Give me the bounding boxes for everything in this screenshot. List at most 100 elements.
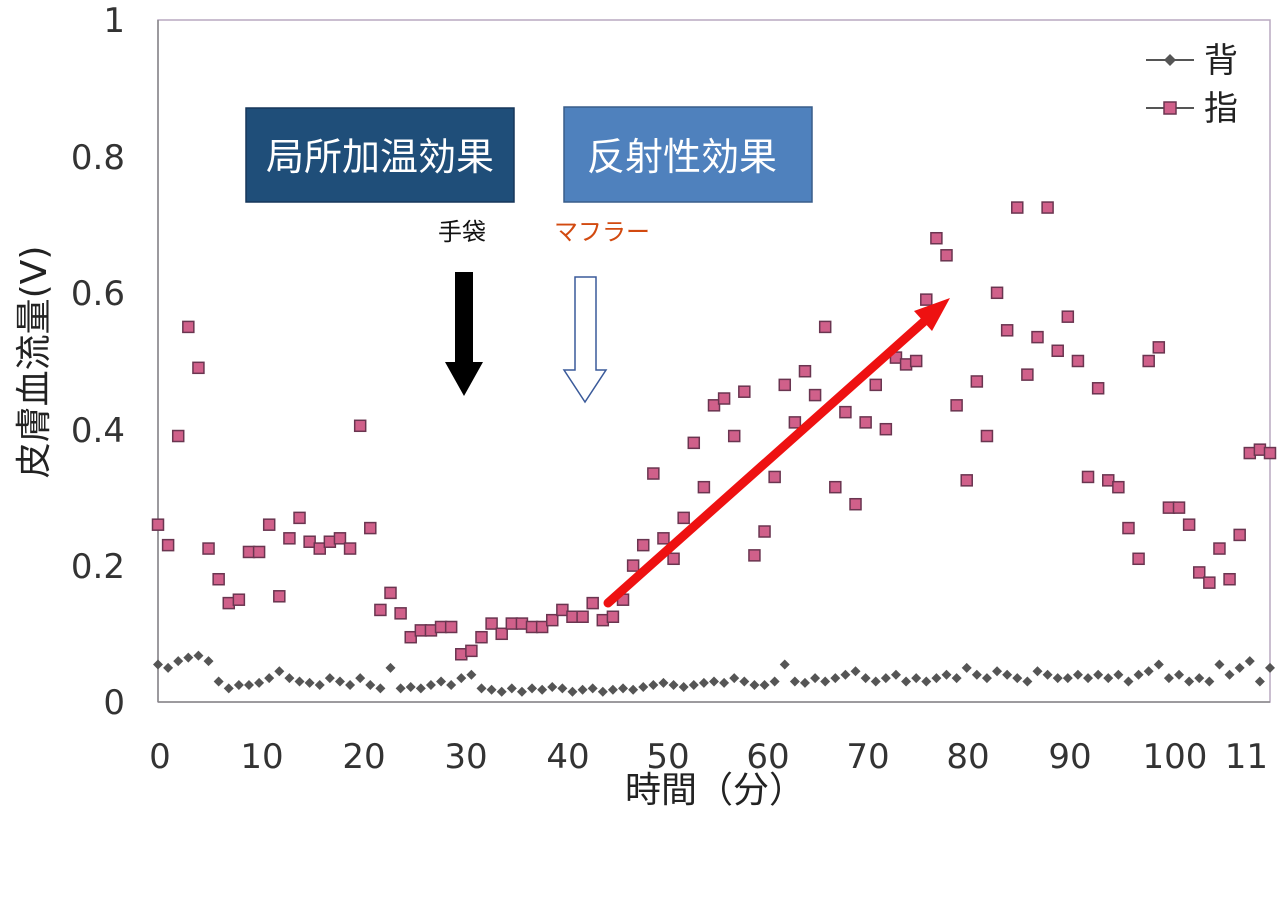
data-point-finger bbox=[283, 532, 296, 545]
y-tick-label: 1 bbox=[103, 1, 125, 41]
data-point-back bbox=[153, 659, 163, 670]
data-point-back bbox=[254, 677, 265, 688]
data-point-finger bbox=[505, 617, 519, 630]
data-point-back bbox=[163, 662, 174, 673]
data-point-finger bbox=[667, 552, 680, 566]
data-point-back bbox=[709, 676, 719, 687]
data-point-finger bbox=[1132, 552, 1145, 566]
data-point-back bbox=[537, 684, 548, 695]
data-point-finger bbox=[677, 511, 690, 525]
x-tick-label: 40 bbox=[546, 737, 589, 777]
data-point-finger bbox=[151, 518, 165, 531]
x-tick-label: 60 bbox=[746, 737, 789, 777]
y-tick-label: 0.8 bbox=[71, 138, 125, 178]
data-point-finger bbox=[1172, 501, 1186, 514]
data-point-back bbox=[193, 650, 204, 661]
data-point-back bbox=[840, 669, 851, 680]
data-point-finger bbox=[1233, 528, 1246, 542]
data-point-finger bbox=[455, 648, 468, 661]
data-point-finger bbox=[212, 572, 225, 586]
data-point-finger bbox=[1223, 572, 1236, 586]
data-point-back bbox=[880, 673, 891, 684]
data-point-finger bbox=[849, 497, 862, 511]
data-point-back bbox=[931, 673, 942, 684]
annotation-muffler: マフラー bbox=[554, 218, 650, 246]
annotation-text-reflex: 反射性効果 bbox=[587, 135, 777, 179]
x-tick-label: 100 bbox=[1143, 737, 1208, 777]
data-point-back bbox=[860, 673, 871, 684]
data-point-back bbox=[638, 681, 649, 692]
data-point-back bbox=[729, 673, 740, 684]
data-point-back bbox=[1012, 673, 1023, 684]
x-tick-label: 90 bbox=[1048, 737, 1091, 777]
data-point-back bbox=[294, 676, 305, 687]
data-point-back bbox=[1184, 676, 1195, 687]
data-point-finger bbox=[899, 358, 913, 371]
data-point-back bbox=[820, 676, 831, 687]
data-point-finger bbox=[1071, 354, 1085, 368]
data-point-back bbox=[759, 679, 770, 690]
data-point-finger bbox=[697, 480, 711, 494]
data-point-back bbox=[203, 656, 214, 667]
muffler-down-arrow bbox=[562, 276, 608, 404]
data-point-finger bbox=[1081, 470, 1095, 484]
data-point-finger bbox=[515, 617, 529, 630]
data-point-finger bbox=[930, 231, 943, 245]
data-point-back bbox=[365, 679, 376, 690]
data-point-finger bbox=[1253, 443, 1267, 456]
data-point-back bbox=[992, 666, 1003, 677]
data-point-finger bbox=[980, 429, 994, 443]
data-point-back bbox=[516, 686, 527, 697]
data-point-finger bbox=[475, 630, 488, 644]
data-point-back bbox=[1194, 673, 1205, 684]
data-point-finger bbox=[323, 535, 337, 548]
data-point-back bbox=[1254, 676, 1265, 687]
data-point-back bbox=[243, 679, 254, 690]
annotation-box-reflex bbox=[563, 106, 813, 203]
data-point-finger bbox=[444, 620, 458, 634]
data-point-back bbox=[1174, 669, 1185, 680]
data-point-finger bbox=[293, 511, 306, 525]
data-point-finger bbox=[566, 610, 579, 623]
data-point-finger bbox=[1263, 446, 1277, 460]
data-point-back bbox=[890, 669, 901, 680]
data-point-finger bbox=[717, 392, 731, 405]
data-point-back bbox=[1163, 673, 1174, 684]
data-point-back bbox=[719, 677, 730, 688]
annotation-local-heating: 局所加温効果 bbox=[245, 107, 515, 203]
red-trend-arrow-head bbox=[914, 298, 950, 331]
data-point-finger bbox=[202, 542, 215, 555]
x-tick-label: 20 bbox=[342, 737, 385, 777]
x-tick-label: 70 bbox=[846, 737, 889, 777]
data-point-finger bbox=[778, 378, 792, 392]
data-point-back bbox=[901, 676, 912, 687]
data-point-finger bbox=[1203, 576, 1216, 589]
data-point-finger bbox=[647, 467, 660, 480]
data-point-finger bbox=[414, 624, 428, 637]
data-point-back bbox=[739, 676, 750, 687]
data-point-finger bbox=[1182, 518, 1196, 531]
data-point-back bbox=[769, 676, 780, 687]
data-point-finger bbox=[707, 399, 721, 412]
data-point-back bbox=[345, 679, 356, 690]
data-point-back bbox=[496, 686, 507, 697]
data-point-back bbox=[1042, 669, 1053, 680]
data-point-back bbox=[779, 659, 790, 670]
x-tick-label: 11 bbox=[1225, 737, 1268, 777]
data-point-back bbox=[1234, 662, 1245, 673]
data-point-finger bbox=[1152, 341, 1166, 354]
data-point-back bbox=[607, 684, 618, 695]
data-point-back bbox=[870, 676, 881, 687]
data-point-back bbox=[1002, 669, 1013, 680]
data-point-finger bbox=[525, 620, 539, 634]
y-axis-title: 皮膚血流量(V) bbox=[14, 246, 55, 479]
data-point-finger bbox=[333, 532, 347, 545]
gloves-down-arrow bbox=[445, 272, 483, 396]
data-point-back bbox=[1265, 662, 1275, 673]
data-point-finger bbox=[818, 320, 832, 334]
data-point-finger bbox=[374, 603, 387, 617]
y-tick-label: 0 bbox=[103, 683, 125, 723]
data-point-back bbox=[941, 669, 952, 680]
data-point-finger bbox=[657, 532, 670, 545]
